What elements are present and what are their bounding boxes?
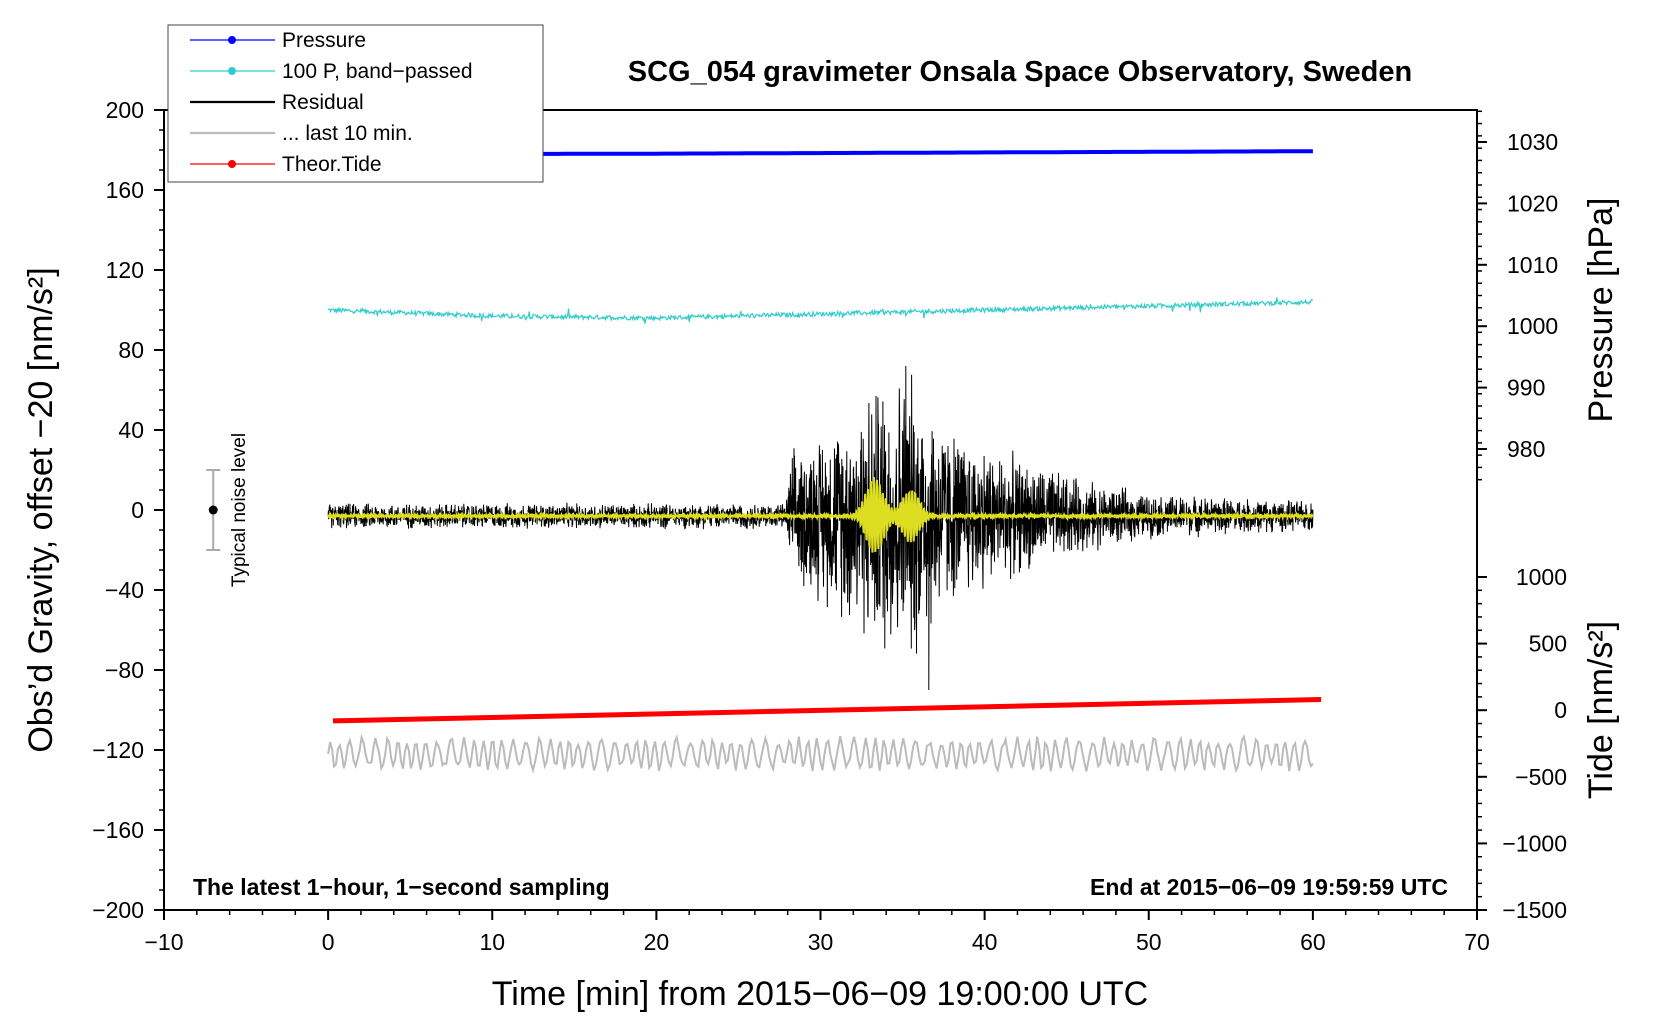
chart-title: SCG_054 gravimeter Onsala Space Observat… (628, 56, 1412, 88)
y-axis-tide: −1500 −1000 −500 0 500 1000 (1477, 564, 1567, 923)
pressure-tick-label: 1020 (1507, 190, 1558, 216)
tide-tick-label: 500 (1529, 631, 1567, 657)
legend: Pressure 100 P, band−passed Residual ... la… (167, 24, 544, 183)
y-tick-label: −80 (105, 657, 144, 683)
x-tick-label: 60 (1300, 929, 1326, 955)
series-layer (327, 149, 1322, 774)
pressure-tick-label: 990 (1507, 375, 1545, 401)
noise-level-bar (206, 469, 221, 551)
noise-level-label: Typical noise level (229, 433, 250, 587)
legend-label: ... last 10 min. (282, 122, 413, 145)
y-tick-label: 80 (118, 337, 144, 363)
y-tick-label: −200 (92, 897, 144, 923)
series-pressure-bandpassed (328, 297, 1313, 324)
legend-label: Theor.Tide (282, 153, 382, 176)
x-axis-label: Time [min] from 2015−06−09 19:00:00 UTC (492, 975, 1148, 1013)
tide-tick-label: −1000 (1502, 830, 1567, 856)
y-axis-label-left: Obs’d Gravity, offset −20 [nm/s²] (22, 267, 60, 752)
series-residual (327, 365, 1314, 691)
y-tick-label: 200 (106, 97, 144, 123)
x-tick-label: 40 (972, 929, 998, 955)
annotation-end-time: End at 2015−06−09 19:59:59 UTC (1090, 874, 1448, 900)
series-residual-lowpassed (327, 477, 1314, 553)
y-tick-label: −160 (92, 817, 144, 843)
pressure-tick-label: 1000 (1507, 313, 1558, 339)
y-tick-label: 120 (106, 257, 144, 283)
tide-tick-label: −500 (1515, 764, 1567, 790)
pressure-tick-label: 980 (1507, 436, 1545, 462)
y-tick-label: 160 (106, 177, 144, 203)
tide-tick-label: −1500 (1502, 897, 1567, 923)
x-tick-label: 30 (808, 929, 834, 955)
x-tick-label: −10 (144, 929, 183, 955)
x-tick-label: 70 (1464, 929, 1490, 955)
pressure-tick-label: 1030 (1507, 129, 1558, 155)
y-tick-label: −120 (92, 737, 144, 763)
x-tick-label: 10 (479, 929, 505, 955)
noise-bar-center (208, 505, 218, 515)
annotation-sampling: The latest 1−hour, 1−second sampling (193, 874, 610, 900)
series-theoretical-tide (332, 697, 1322, 724)
y-tick-label: 40 (118, 417, 144, 443)
legend-swatch-marker (228, 160, 236, 168)
x-tick-label: 20 (644, 929, 670, 955)
legend-label: Residual (282, 91, 364, 114)
legend-label: Pressure (282, 29, 366, 52)
legend-box (167, 24, 544, 183)
pressure-tick-label: 1010 (1507, 252, 1558, 278)
y-axis-label-pressure: Pressure [hPa] (1582, 198, 1620, 423)
legend-label: 100 P, band−passed (282, 60, 473, 83)
x-tick-label: 0 (322, 929, 335, 955)
y-axis-label-tide: Tide [nm/s²] (1582, 621, 1620, 799)
y-axis-left: −200 −160 −120 −80 −40 0 40 80 120 160 200 (92, 97, 164, 923)
y-axis-pressure: 980 990 1000 1010 1020 1030 (1477, 110, 1558, 481)
x-axis: −10 0 10 20 30 40 50 60 70 (144, 910, 1490, 955)
tide-tick-label: 0 (1554, 697, 1567, 723)
legend-swatch-marker (228, 36, 236, 44)
y-tick-label: 0 (131, 497, 144, 523)
y-tick-label: −40 (105, 577, 144, 603)
series-last-10-min (327, 733, 1314, 774)
legend-swatch-marker (228, 67, 236, 75)
x-tick-label: 50 (1136, 929, 1162, 955)
tide-tick-label: 1000 (1516, 564, 1567, 590)
